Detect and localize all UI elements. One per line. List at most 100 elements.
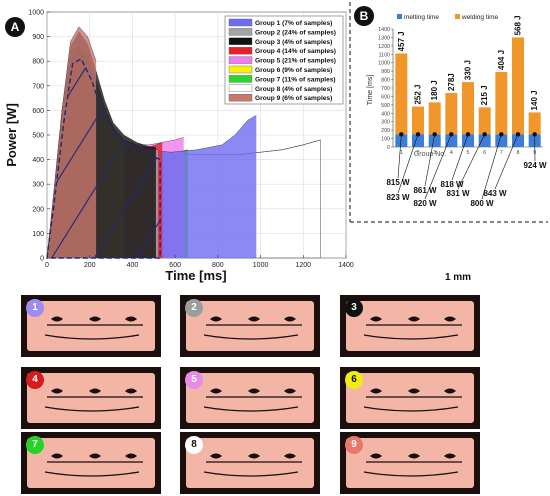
welding-time-bar-4 — [445, 93, 458, 135]
bar-y-tick-label: 1400 — [378, 27, 390, 33]
legend-label-group-2: Group 2 (24% of samples) — [255, 29, 336, 36]
power-chart-panel: A 0 100 200 300 400 500 600 700 800 900 1000 0 200 40… — [4, 10, 354, 284]
y-tick-label: 200 — [32, 206, 44, 213]
bar-category-label-5: 5 — [467, 150, 470, 156]
x-tick-label: 400 — [127, 262, 139, 269]
bar-y-tick-label: 300 — [381, 120, 390, 126]
interface-line — [44, 461, 143, 477]
power-callout-line-7 — [481, 134, 502, 200]
panel-a-badge: A — [11, 20, 20, 34]
legend-label-group-9: Group 9 (6% of samples) — [255, 95, 332, 102]
weld-cavities — [370, 316, 456, 322]
energy-label-5: 330 J — [464, 60, 473, 80]
weld-body — [346, 438, 474, 488]
cross-section-6: 6 — [340, 367, 480, 429]
bar-legend-label-2: welding time — [461, 14, 499, 21]
interface-line — [363, 461, 462, 477]
bar-y-tick-label: 100 — [381, 137, 390, 143]
power-callout-label-7: 800 W — [470, 199, 494, 208]
sample-badge-7: 7 — [26, 436, 44, 454]
interface-line — [203, 461, 302, 477]
panel-a-badge-circle — [5, 17, 25, 37]
bar-category-label-6: 6 — [483, 150, 486, 156]
sample-badge-4: 4 — [26, 371, 44, 389]
bar-y-axis-label: Time [ms] — [367, 75, 374, 106]
bar-y-tick-label: 500 — [381, 103, 390, 109]
cross-section-image — [186, 438, 314, 488]
x-tick-label: 200 — [84, 262, 96, 269]
legend-swatch-group-9 — [228, 93, 253, 102]
y-tick-label: 400 — [32, 157, 44, 164]
power-callout-label-8: 843 W — [483, 189, 507, 198]
bar-category-label-7: 7 — [500, 150, 503, 156]
interface-line — [203, 324, 302, 340]
weld-cavities — [51, 453, 137, 459]
bar-y-tick-label: 1100 — [379, 52, 390, 58]
weld-body — [27, 301, 155, 351]
bar-category-label-8: 8 — [517, 150, 520, 156]
weld-body — [186, 301, 314, 351]
legend-swatch-group-6 — [228, 65, 253, 74]
energy-label-8: 568 J — [514, 15, 523, 35]
cross-section-image — [27, 373, 155, 423]
legend-swatch-group-7 — [228, 75, 253, 83]
legend: Group 1 (7% of samples) Group 2 (24% of s… — [228, 18, 336, 102]
energy-label-9: 140 J — [530, 90, 539, 110]
power-callout-label-3: 861 W — [413, 186, 437, 195]
power-callout-label-9: 924 W — [523, 161, 547, 170]
weld-cavities — [51, 316, 137, 322]
welding-time-bar-3 — [428, 102, 441, 135]
cross-section-1: 1 — [21, 295, 161, 357]
bar-y-tick-label: 700 — [381, 86, 390, 92]
y-tick-label: 800 — [32, 59, 44, 66]
y-tick-label: 0 — [40, 256, 44, 263]
melting-time-bar-1 — [395, 134, 408, 147]
cross-section-image — [186, 301, 314, 351]
series-line-group-9 — [46, 26, 97, 259]
legend-swatch-group-3 — [228, 37, 253, 45]
energy-label-7: 404 J — [497, 50, 506, 70]
sample-badge-5: 5 — [185, 371, 203, 389]
axes: 0 100 200 300 400 500 600 700 800 900 1000 0 200 400 6… — [28, 10, 353, 270]
legend-swatch-group-5 — [228, 56, 253, 64]
welding-time-bar-8 — [512, 37, 524, 135]
power-callout-line-6 — [457, 134, 485, 190]
panel-b-badge-circle — [354, 6, 374, 26]
interface-line — [363, 324, 462, 340]
weld-cavities — [370, 388, 456, 394]
energy-label-3: 180 J — [430, 80, 439, 100]
weld-body — [27, 438, 155, 488]
cross-section-image — [346, 301, 474, 351]
weld-cavities — [210, 316, 296, 322]
cross-section-5: 5 — [180, 367, 320, 429]
cross-section-image — [346, 438, 474, 488]
melting-time-bar-4 — [445, 134, 458, 147]
sample-badge-9: 9 — [345, 436, 363, 454]
x-tick-label: 1400 — [338, 262, 354, 269]
cross-section-7: 7 — [21, 432, 161, 494]
power-callout-line-8 — [494, 134, 519, 190]
bar-x-axis-label: Group No. — [414, 151, 446, 158]
power-callout-line-3 — [424, 134, 435, 187]
x-tick-label: 1000 — [253, 262, 269, 269]
cross-section-3: 3 — [340, 295, 480, 357]
legend-label-group-4: Group 4 (14% of samples) — [255, 48, 336, 55]
y-tick-label: 500 — [32, 133, 44, 140]
bar-y-tick-label: 900 — [381, 69, 390, 75]
x-tick-label: 800 — [212, 262, 224, 269]
interface-line — [363, 396, 462, 412]
interface-line — [44, 324, 143, 340]
interface-line — [203, 396, 302, 412]
weld-body — [186, 438, 314, 488]
melting-time-bar-8 — [512, 134, 524, 147]
y-tick-label: 1000 — [28, 10, 44, 17]
bar-category-label-4: 4 — [450, 150, 453, 156]
bar-y-tick-label: 1200 — [378, 44, 390, 50]
welding-time-bar-2 — [412, 106, 424, 135]
power-callout-line-4 — [424, 134, 452, 200]
y-tick-label: 600 — [32, 108, 44, 115]
cross-section-gallery: 1 2 3 4 5 6 7 8 9 — [0, 283, 550, 496]
legend-swatch-group-4 — [228, 47, 253, 55]
weld-cavities — [370, 453, 456, 459]
